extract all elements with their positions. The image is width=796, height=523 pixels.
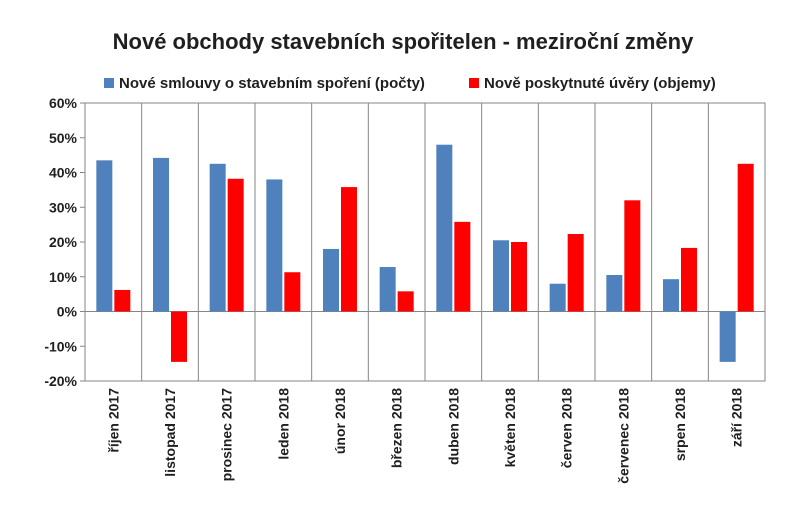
legend-swatch xyxy=(469,78,479,88)
bar-uvery xyxy=(511,242,527,312)
bar-uvery xyxy=(397,291,414,312)
x-category-label: červen 2018 xyxy=(559,388,575,468)
bar-uvery xyxy=(454,221,471,312)
x-category-label: říjen 2017 xyxy=(105,388,121,453)
y-tick-label: 0% xyxy=(57,304,78,320)
y-tick-label: 60% xyxy=(49,95,78,111)
x-category-label: září 2018 xyxy=(729,388,745,447)
bar-uvery xyxy=(227,178,244,312)
legend-label: Nové smlouvy o stavebním spoření (počty) xyxy=(119,75,425,92)
y-tick-label: -10% xyxy=(44,338,77,354)
chart-title: Nové obchody stavebních spořitelen - mez… xyxy=(113,29,694,54)
bar-smlouvy xyxy=(436,144,453,312)
bar-uvery xyxy=(681,247,697,312)
x-category-label: březen 2018 xyxy=(389,388,405,468)
bar-smlouvy xyxy=(153,157,169,312)
bar-uvery xyxy=(567,234,584,312)
y-tick-label: -20% xyxy=(44,373,77,389)
bar-smlouvy xyxy=(663,279,679,312)
bar-uvery xyxy=(737,163,754,312)
plot-area: -20% -10% 0% 10% 20% 30% 40% 50% 60% říjen 2017 li… xyxy=(44,95,766,484)
bar-uvery xyxy=(341,187,357,312)
bar-uvery xyxy=(114,289,131,312)
bar-smlouvy xyxy=(323,248,339,312)
bar-smlouvy xyxy=(549,283,566,312)
bar-smlouvy xyxy=(266,179,283,312)
bar-uvery xyxy=(624,200,641,312)
y-tick-label: 40% xyxy=(49,165,78,181)
x-category-label: listopad 2017 xyxy=(162,388,178,477)
y-tick-label: 30% xyxy=(49,199,78,215)
y-tick-label: 20% xyxy=(49,234,78,250)
x-category-label: leden 2018 xyxy=(275,388,291,460)
legend: Nové smlouvy o stavebním spoření (počty)… xyxy=(104,75,716,92)
x-category-label: duben 2018 xyxy=(445,388,461,465)
x-category-label: srpen 2018 xyxy=(672,388,688,461)
legend-swatch xyxy=(104,78,114,88)
bar-smlouvy xyxy=(379,267,396,312)
legend-label: Nově poskytnuté úvěry (objemy) xyxy=(484,75,716,92)
x-category-label: květen 2018 xyxy=(502,388,518,468)
x-category-label: prosinec 2017 xyxy=(219,388,235,482)
bar-smlouvy xyxy=(719,311,736,362)
bar-uvery xyxy=(171,311,187,362)
bar-smlouvy xyxy=(209,163,226,312)
x-category-label: červenec 2018 xyxy=(615,388,631,484)
y-tick-label: 10% xyxy=(49,269,78,285)
y-tick-label: 50% xyxy=(49,130,78,146)
bar-smlouvy xyxy=(606,275,623,312)
bar-smlouvy xyxy=(96,160,113,312)
bar-uvery xyxy=(284,272,301,312)
bar-smlouvy xyxy=(493,240,509,312)
x-category-label: únor 2018 xyxy=(332,388,348,454)
